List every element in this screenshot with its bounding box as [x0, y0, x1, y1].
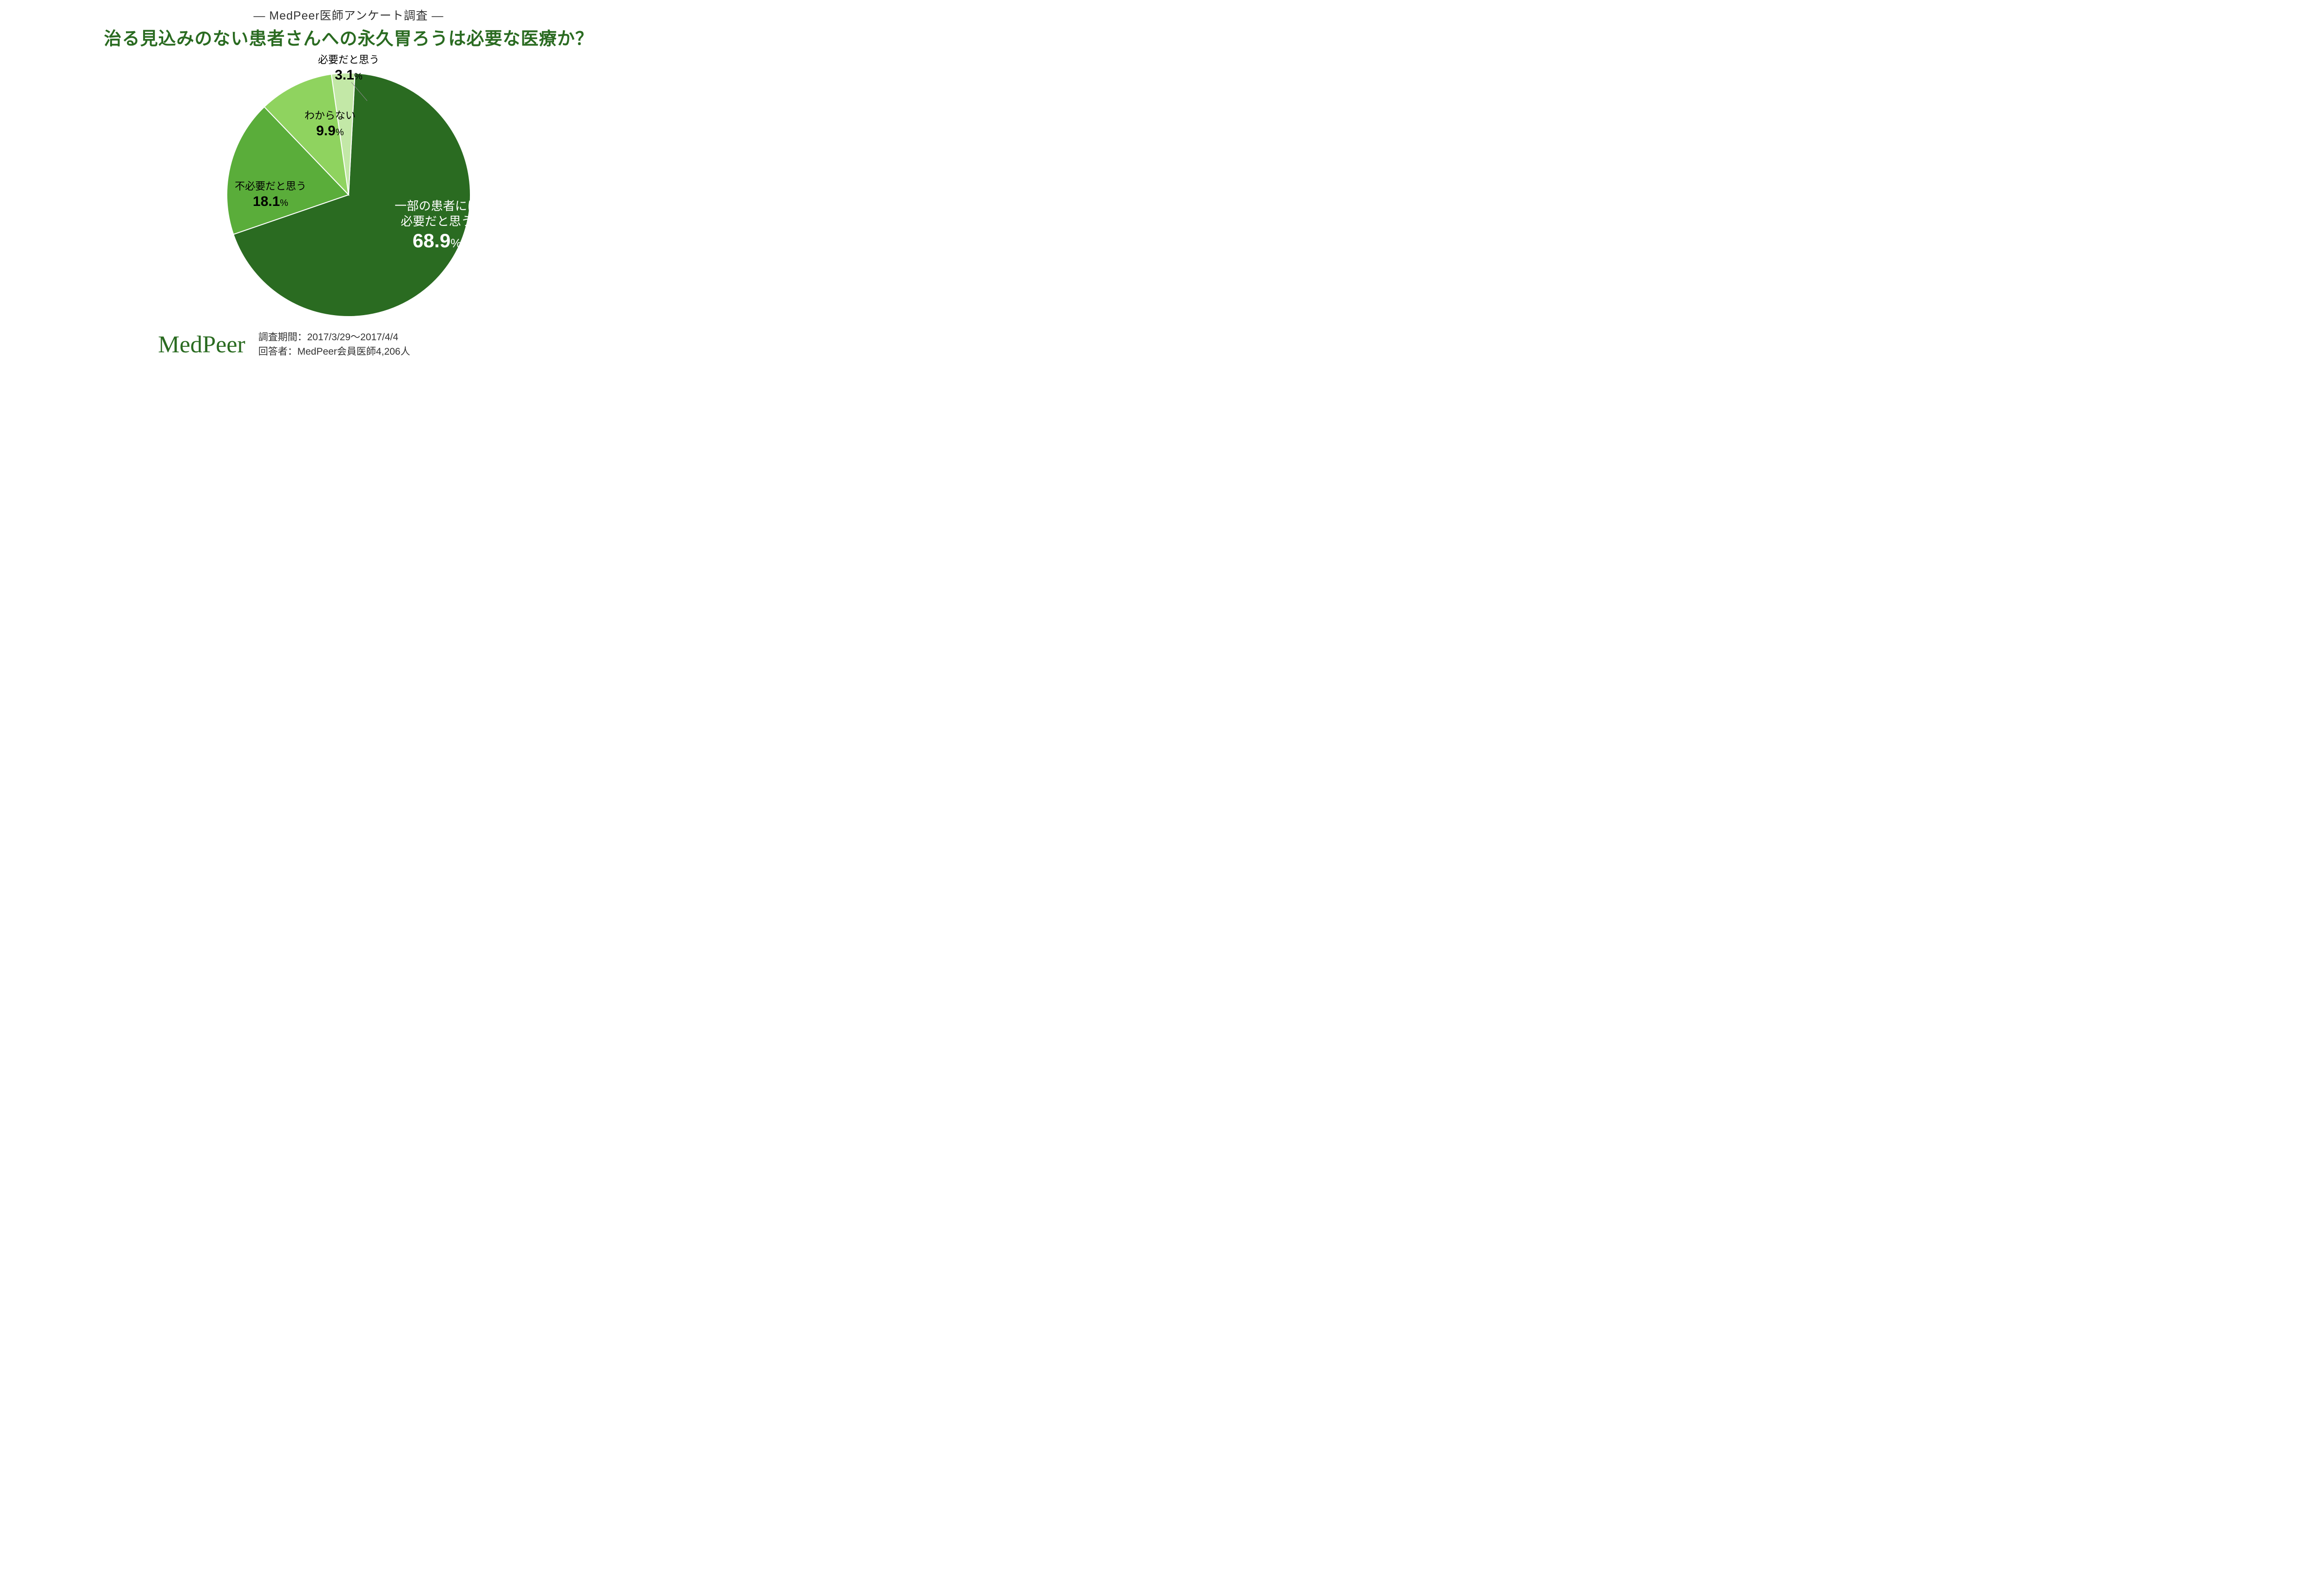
survey-title: 治る見込みのない患者さんへの永久胃ろうは必要な医療か？: [0, 24, 697, 50]
slice-label-2: わからない9.9%: [284, 109, 376, 139]
survey-period-label: 調査期間：: [258, 332, 307, 343]
medpeer-logo: MedPeer: [158, 331, 245, 358]
footer-meta: 調査期間：2017/3/29～2017/4/4 回答者：MedPeer会員医師4…: [258, 330, 410, 359]
survey-subtitle: ― MedPeer医師アンケート調査 ―: [0, 0, 697, 23]
pie-chart-area: 一部の患者には必要だと思う68.9% 不必要だと思う18.1% わからない9.9% 必…: [0, 50, 697, 324]
slice-label-0: 一部の患者には必要だと思う68.9%: [376, 198, 497, 253]
survey-period-value: 2017/3/29～2017/4/4: [307, 332, 398, 343]
slice-label-3: 必要だと思う3.1%: [302, 53, 395, 84]
respondents-label: 回答者：: [258, 346, 297, 357]
slice-label-1: 不必要だと思う18.1%: [224, 180, 317, 210]
respondents-value: MedPeer会員医師4,206人: [297, 346, 410, 357]
footer: MedPeer 調査期間：2017/3/29～2017/4/4 回答者：MedP…: [158, 330, 539, 359]
